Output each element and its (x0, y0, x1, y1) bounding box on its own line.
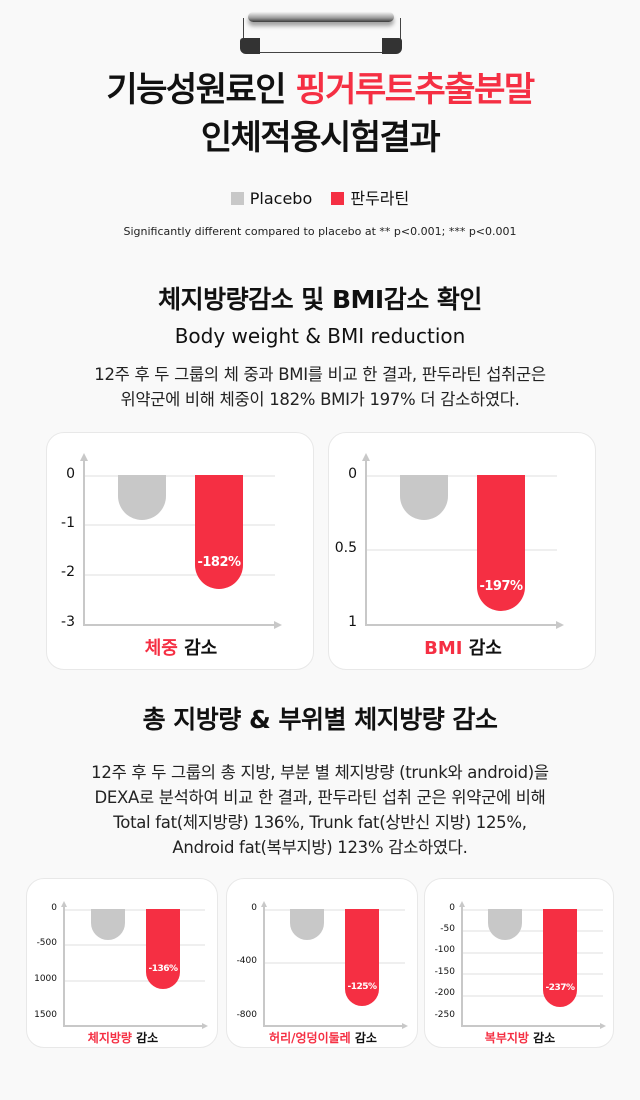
page-title-line2: 인체적용시험결과 (200, 118, 441, 158)
section1-subtitle: Body weight & BMI reduction (174, 324, 466, 348)
caption-red: 허리/엉덩이둘레 (269, 1031, 351, 1045)
chart-card-bmi: 0 0.5 1 -197% BMI 감소 (328, 432, 596, 670)
bar-pandurati (345, 909, 379, 1006)
title-red-text: 핑거루트추출분말 (295, 70, 535, 110)
caption-black: 감소 (528, 1031, 556, 1045)
y-tick: -500 (36, 938, 57, 948)
legend-swatch-placebo (230, 192, 244, 205)
caption-black: 감소 (131, 1031, 159, 1045)
section1-description: 12주 후 두 그룹의 체 중과 BMI를 비교 한 결과, 판두라틴 섭취군은… (0, 362, 640, 412)
bar-value-label: -136% (148, 964, 178, 974)
section2-description: 12주 후 두 그룹의 총 지방, 부분 별 체지방량 (trunk와 andr… (0, 760, 640, 860)
chart-caption: 허리/엉덩이둘레 감소 (227, 1029, 419, 1046)
page-title-line1: 기능성원료인 핑거루트추출분말 (0, 68, 640, 112)
bar-pandurati (477, 475, 525, 611)
title-black-text: 기능성원료인 (106, 70, 296, 110)
y-tick: 0 (51, 903, 57, 913)
bar-pandurati (146, 909, 180, 989)
y-tick: -50 (440, 924, 455, 934)
chart-caption: BMI 감소 (329, 634, 597, 660)
caption-red: 체지방량 (87, 1031, 132, 1045)
y-axis (83, 459, 85, 626)
y-tick: -200 (434, 988, 455, 998)
y-tick: 1000 (34, 974, 57, 984)
y-tick: -250 (434, 1010, 455, 1020)
y-tick: -100 (434, 945, 455, 955)
x-axis (461, 1025, 601, 1027)
y-tick: -2 (61, 564, 75, 580)
y-axis (63, 906, 65, 1026)
bar-pandurati (543, 909, 577, 1007)
chart-caption: 체중 감소 (47, 634, 315, 660)
legend-item-pandurati: 판두라틴 (331, 188, 409, 210)
y-tick: 0.5 (334, 540, 357, 556)
y-axis (263, 906, 265, 1026)
y-tick: 0 (348, 466, 357, 482)
chart-card-total-fat: 0 -500 1000 1500 -136% 체지방량 감소 (26, 878, 218, 1048)
y-tick: 0 (251, 903, 257, 913)
y-tick: -400 (236, 956, 257, 966)
chart-card-waist-hip: 0 -400 -800 -125% 허리/엉덩이둘레 감소 (226, 878, 418, 1048)
bar-placebo (118, 475, 166, 520)
y-axis (461, 906, 463, 1026)
caption-red: 복부지방 (484, 1031, 529, 1045)
caption-black: 감소 (177, 638, 218, 659)
bar-placebo (488, 909, 522, 940)
y-axis (365, 459, 367, 626)
chart-card-body-weight: 0 -1 -2 -3 -182% 체중 감소 (46, 432, 314, 670)
desc-line: DEXA로 분석하여 비교 한 결과, 판두라틴 섭취 군은 위약군에 비해 (94, 788, 546, 807)
caption-red: 체중 (144, 638, 178, 659)
desc-line: Total fat(체지방량) 136%, Trunk fat(상반신 지방) … (113, 813, 527, 832)
bar-placebo (290, 909, 324, 940)
desc-line: 12주 후 두 그룹의 총 지방, 부분 별 체지방량 (trunk와 andr… (91, 763, 549, 782)
bar-placebo (400, 475, 448, 520)
desc-line: 위약군에 비해 체중이 182% BMI가 197% 더 감소하였다. (120, 390, 520, 409)
bar-value-label: -125% (347, 982, 377, 992)
y-tick: 0 (449, 903, 455, 913)
x-axis (365, 624, 557, 626)
y-tick: -3 (61, 614, 75, 630)
desc-line: 12주 후 두 그룹의 체 중과 BMI를 비교 한 결과, 판두라틴 섭취군은 (94, 365, 546, 384)
y-tick: -1 (61, 515, 75, 531)
chart-legend: Placebo 판두라틴 (0, 188, 640, 210)
chart-caption: 복부지방 감소 (425, 1029, 615, 1046)
chart-card-abdominal-fat: 0 -50 -100 -150 -200 -250 -237% 복부지방 감소 (424, 878, 614, 1048)
section2-title: 총 지방량 & 부위별 체지방량 감소 (142, 705, 498, 734)
bar-value-label: -237% (545, 983, 575, 993)
y-tick: 1 (348, 614, 357, 630)
bar-pandurati (195, 475, 243, 589)
caption-black: 감소 (350, 1031, 377, 1045)
x-axis (83, 624, 275, 626)
x-axis (63, 1025, 203, 1027)
desc-line: Android fat(복부지방) 123% 감소하였다. (172, 838, 468, 857)
bar-value-label: -182% (197, 555, 241, 570)
bar-value-label: -197% (479, 579, 523, 594)
y-tick: 1500 (34, 1010, 57, 1020)
y-tick: -800 (236, 1010, 257, 1020)
bar-placebo (91, 909, 125, 940)
clipboard-clip-icon (240, 8, 402, 54)
y-tick: 0 (66, 466, 75, 482)
section1-title: 체지방량감소 및 BMI감소 확인 (158, 285, 482, 314)
legend-label: Placebo (249, 189, 313, 208)
x-axis (263, 1025, 403, 1027)
y-tick: -150 (434, 967, 455, 977)
caption-black: 감소 (462, 638, 502, 659)
legend-item-placebo: Placebo (230, 188, 313, 210)
caption-red: BMI (424, 638, 463, 659)
chart-caption: 체지방량 감소 (27, 1029, 219, 1046)
significance-note: Significantly different compared to plac… (123, 225, 517, 238)
legend-swatch-pandurati (331, 192, 345, 205)
legend-label: 판두라틴 (350, 189, 410, 208)
